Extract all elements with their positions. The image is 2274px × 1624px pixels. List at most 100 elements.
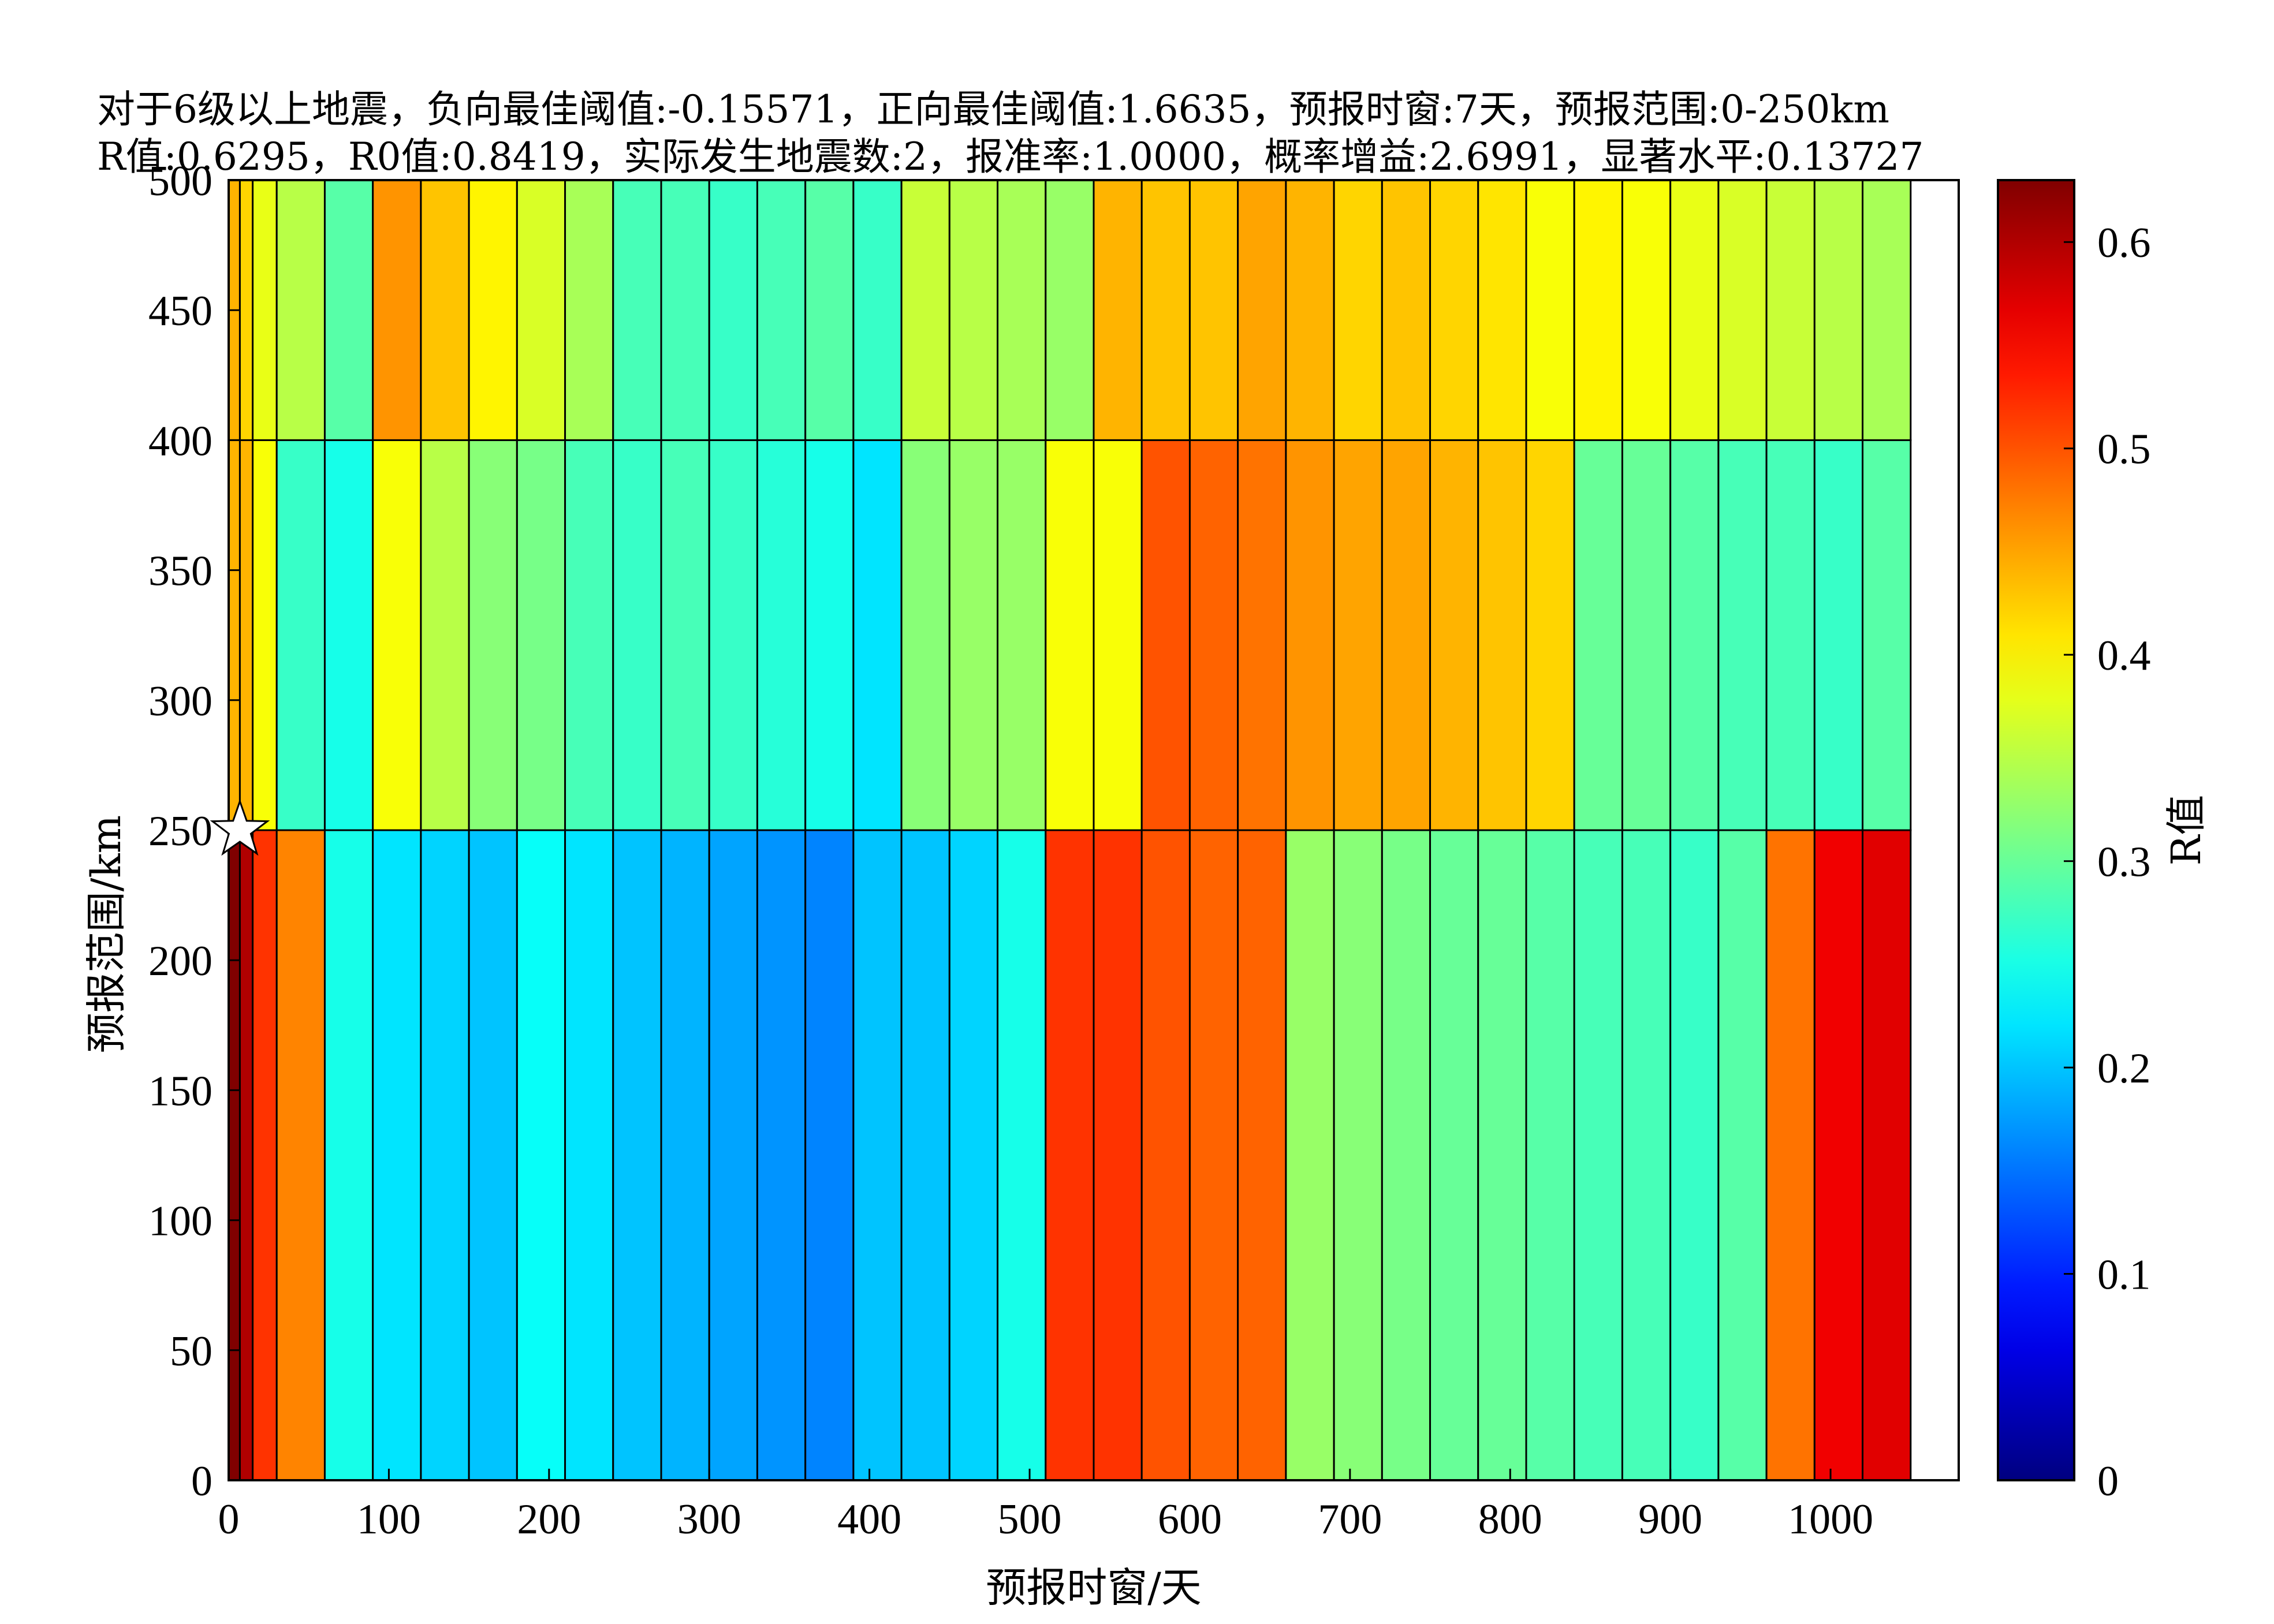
heatmap-cell [516,179,566,441]
heatmap-cell [1333,829,1383,1481]
title-line-2: R值:0.6295，R0值:0.8419，实际发生地震数:2，报准率:1.000… [97,135,1923,179]
heatmap-cell [323,829,374,1481]
chart-title: 对于6级以上地震，负向最佳阈值:-0.15571，正向最佳阈值:1.6635，预… [97,87,1923,179]
colorbar-tick-label: 0.4 [2097,632,2151,680]
y-tick-label: 250 [148,808,213,855]
heatmap-cell [948,179,999,441]
heatmap-cell [1669,829,1720,1481]
heatmap-cell [275,439,326,831]
heatmap-cell [756,179,807,441]
heatmap-cell [1717,829,1768,1481]
heatmap-cell [564,829,614,1481]
colorbar-tick-label: 0.1 [2097,1252,2151,1299]
heatmap-cell [1573,179,1623,441]
colorbar-label: R值 [2163,795,2210,866]
heatmap-cell [1765,829,1816,1481]
heatmap-cell [1429,829,1479,1481]
heatmap-cell [660,439,710,831]
colorbar-tick-label: 0 [2097,1458,2119,1505]
heatmap-cell [1477,179,1527,441]
x-tick-label: 300 [677,1496,741,1543]
heatmap-cell [660,829,710,1481]
heatmap-cell [1285,179,1335,441]
x-tick-label: 900 [1638,1496,1702,1543]
heatmap-cell [372,829,422,1481]
heatmap-cell [1381,439,1431,831]
y-tick-label: 0 [191,1458,213,1505]
heatmap-cell [1525,439,1575,831]
heatmap-cell [1525,179,1575,441]
heatmap-cell [997,829,1047,1481]
heatmap-cell [612,179,662,441]
heatmap-cell [1621,829,1672,1481]
heatmap-cell [1717,439,1768,831]
heatmap-cell [1285,439,1335,831]
heatmap-cell [1237,439,1287,831]
heatmap-cell [756,439,807,831]
colorbar: 0 0.1 0.2 0.3 0.4 0.5 0.6 [1997,179,2151,1505]
x-tick-label: 100 [357,1496,421,1543]
heatmap-cell [1862,829,1912,1481]
heatmap-cell [275,179,326,441]
heatmap-cell [1429,179,1479,441]
heatmap-cell [756,829,807,1481]
heatmap-cell [1477,439,1527,831]
heatmap-cell [948,829,999,1481]
heatmap-cell [1573,439,1623,831]
heatmap-cell [1381,179,1431,441]
heatmap-cell [804,439,855,831]
heatmap-cell [852,829,903,1481]
heatmap-cell [660,179,710,441]
heatmap-cell [252,439,278,831]
x-tick-label: 500 [998,1496,1062,1543]
heatmap-cell [1813,179,1864,441]
heatmap-cell [708,179,758,441]
heatmap-cell [804,829,855,1481]
x-tick-label: 200 [517,1496,581,1543]
y-tick-label: 200 [148,938,213,985]
heatmap-cell [708,829,758,1481]
heatmap-cell [468,829,518,1481]
heatmap-cell [323,179,374,441]
heatmap-cell [612,829,662,1481]
heatmap-cell [1862,439,1912,831]
y-tick-label: 350 [148,548,213,595]
heatmap-cell [564,439,614,831]
heatmap-cell [900,439,950,831]
heatmap-cell [708,439,758,831]
heatmap-cell [1525,829,1575,1481]
colorbar-tick-label: 0.3 [2097,839,2151,886]
heatmap-cell [238,179,254,441]
y-axis-label: 预报范围/km [83,815,130,1053]
x-axis-ticks: 0 100 200 300 400 500 600 700 800 900 1000 [218,1469,1873,1543]
heatmap-cell [228,829,241,1481]
heatmap-cell [228,439,241,831]
heatmap-cell [1333,179,1383,441]
heatmap-cell [997,439,1047,831]
heatmap-cell [1237,829,1287,1481]
y-tick-label: 450 [148,288,213,335]
heatmap-cell [1573,829,1623,1481]
heatmap-cell [1188,829,1239,1481]
heatmap-cell [900,179,950,441]
heatmap-cell [1045,179,1095,441]
colorbar-tick-label: 0.2 [2097,1045,2151,1092]
heatmap-cell [420,179,470,441]
x-tick-label: 1000 [1788,1496,1873,1543]
heatmap-cell [1477,829,1527,1481]
y-tick-label: 50 [170,1328,213,1375]
heatmap-cell [900,829,950,1481]
colorbar-tick-label: 0.5 [2097,426,2151,473]
heatmap-cell [1188,179,1239,441]
heatmap-cell [516,439,566,831]
y-tick-label: 400 [148,417,213,465]
heatmap-cell [1093,829,1143,1481]
heatmap-cell [372,439,422,831]
heatmap-cell [323,439,374,831]
heatmap-cell [852,179,903,441]
heatmap-cell [997,179,1047,441]
heatmap-cell [420,439,470,831]
heatmap-cell [1429,439,1479,831]
heatmap-cell [372,179,422,441]
heatmap-cell [948,439,999,831]
